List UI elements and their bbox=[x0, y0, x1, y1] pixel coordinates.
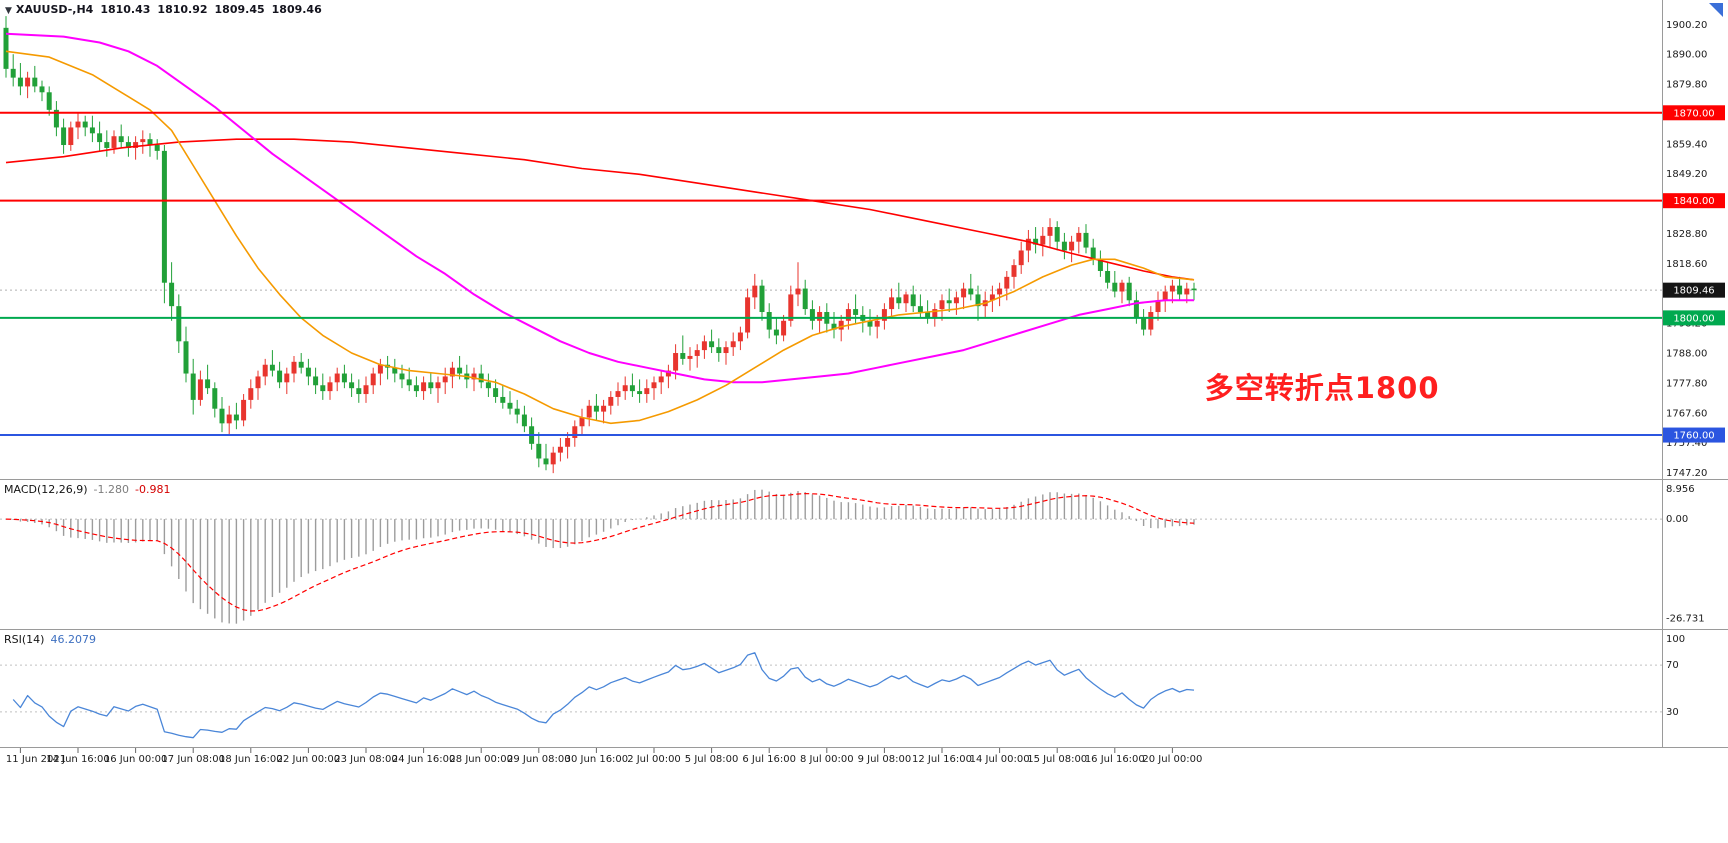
svg-text:30 Jun 16:00: 30 Jun 16:00 bbox=[565, 754, 629, 765]
svg-text:16 Jun 00:00: 16 Jun 00:00 bbox=[104, 754, 168, 765]
svg-text:14 Jun 16:00: 14 Jun 16:00 bbox=[46, 754, 110, 765]
svg-text:30: 30 bbox=[1666, 707, 1679, 718]
svg-text:16 Jul 16:00: 16 Jul 16:00 bbox=[1085, 754, 1145, 765]
svg-text:20 Jul 00:00: 20 Jul 00:00 bbox=[1142, 754, 1202, 765]
svg-text:14 Jul 00:00: 14 Jul 00:00 bbox=[970, 754, 1030, 765]
svg-text:8.956: 8.956 bbox=[1666, 484, 1695, 495]
svg-text:6 Jul 16:00: 6 Jul 16:00 bbox=[742, 754, 796, 765]
svg-text:1747.20: 1747.20 bbox=[1666, 468, 1707, 479]
svg-text:0.00: 0.00 bbox=[1666, 514, 1688, 525]
svg-text:1788.00: 1788.00 bbox=[1666, 349, 1707, 360]
svg-text:28 Jun 00:00: 28 Jun 00:00 bbox=[449, 754, 513, 765]
rsi-panel: 100 70 30 bbox=[0, 634, 1685, 739]
ma-fast-line bbox=[5, 50, 1195, 425]
svg-text:15 Jul 08:00: 15 Jul 08:00 bbox=[1027, 754, 1087, 765]
svg-text:8 Jul 00:00: 8 Jul 00:00 bbox=[800, 754, 854, 765]
svg-text:5 Jul 08:00: 5 Jul 08:00 bbox=[685, 754, 739, 765]
svg-text:1879.80: 1879.80 bbox=[1666, 80, 1707, 91]
svg-text:23 Jun 08:00: 23 Jun 08:00 bbox=[334, 754, 398, 765]
svg-text:12 Jul 16:00: 12 Jul 16:00 bbox=[912, 754, 972, 765]
svg-text:1760.00: 1760.00 bbox=[1673, 431, 1714, 442]
scroll-corner-icon bbox=[1709, 3, 1723, 17]
svg-text:1757.40: 1757.40 bbox=[1666, 438, 1707, 449]
svg-text:1859.40: 1859.40 bbox=[1666, 139, 1707, 150]
svg-text:1849.20: 1849.20 bbox=[1666, 169, 1707, 180]
svg-text:17 Jun 08:00: 17 Jun 08:00 bbox=[161, 754, 225, 765]
price-scale[interactable]: 1900.201890.001879.801869.601859.401849.… bbox=[1663, 3, 1725, 479]
svg-text:1767.60: 1767.60 bbox=[1666, 408, 1707, 419]
panel-separators bbox=[0, 0, 1728, 748]
svg-text:9 Jul 08:00: 9 Jul 08:00 bbox=[858, 754, 912, 765]
svg-text:18 Jun 16:00: 18 Jun 16:00 bbox=[219, 754, 283, 765]
svg-text:1900.20: 1900.20 bbox=[1666, 20, 1707, 31]
horizontal-lines[interactable] bbox=[0, 111, 1662, 437]
svg-text:24 Jun 16:00: 24 Jun 16:00 bbox=[392, 754, 456, 765]
ma-slow-line bbox=[5, 138, 1195, 281]
candles-layer bbox=[3, 16, 1197, 474]
svg-text:11 Jun 2021: 11 Jun 2021 bbox=[6, 754, 66, 765]
svg-text:1809.46: 1809.46 bbox=[1673, 286, 1714, 297]
svg-text:-26.731: -26.731 bbox=[1666, 614, 1705, 625]
svg-text:100: 100 bbox=[1666, 634, 1685, 645]
svg-text:2 Jul 00:00: 2 Jul 00:00 bbox=[627, 754, 681, 765]
svg-text:29 Jun 08:00: 29 Jun 08:00 bbox=[507, 754, 571, 765]
svg-text:1777.80: 1777.80 bbox=[1666, 378, 1707, 389]
macd-panel: 8.956 0.00 -26.731 bbox=[0, 484, 1705, 625]
svg-text:1828.80: 1828.80 bbox=[1666, 229, 1707, 240]
svg-text:1800.00: 1800.00 bbox=[1673, 313, 1714, 324]
ma-mid-line bbox=[5, 32, 1194, 384]
svg-text:1890.00: 1890.00 bbox=[1666, 50, 1707, 61]
svg-text:1840.00: 1840.00 bbox=[1673, 196, 1714, 207]
svg-text:1818.60: 1818.60 bbox=[1666, 259, 1707, 270]
svg-text:22 Jun 00:00: 22 Jun 00:00 bbox=[277, 754, 341, 765]
svg-text:1870.00: 1870.00 bbox=[1673, 108, 1714, 119]
svg-text:70: 70 bbox=[1666, 660, 1679, 671]
